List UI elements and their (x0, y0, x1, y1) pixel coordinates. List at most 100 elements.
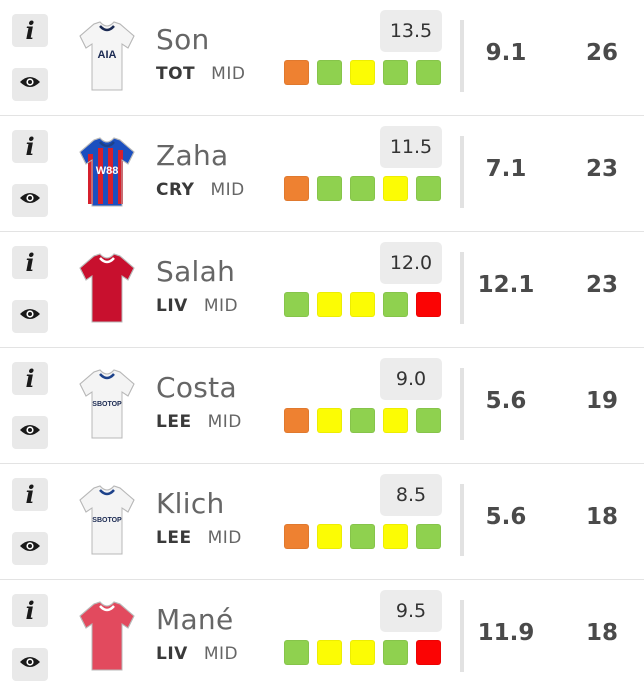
column-divider (460, 484, 464, 556)
fixture-difficulty-green (416, 60, 441, 85)
player-row: i Mané LIV MID 9.5 11.9 18 (0, 580, 644, 696)
team-shirt-image: W88 (78, 136, 136, 208)
player-stat-points: 5.6 (485, 504, 527, 530)
fixture-difficulty-strip (284, 60, 441, 85)
player-stat-count: 26 (585, 40, 618, 66)
fixture-difficulty-yellow (350, 60, 375, 85)
fixture-difficulty-orange (284, 408, 309, 433)
watch-player-button[interactable] (12, 648, 48, 681)
eye-icon (19, 191, 41, 210)
fixture-difficulty-green (284, 640, 309, 665)
info-icon: i (25, 479, 35, 509)
watch-player-button[interactable] (12, 68, 48, 101)
fixture-difficulty-strip (284, 408, 441, 433)
player-price-badge: 8.5 (380, 474, 442, 516)
player-stat-count: 19 (585, 388, 618, 414)
player-team: TOT (156, 64, 196, 84)
player-name[interactable]: Zaha (156, 139, 229, 172)
fixture-difficulty-yellow (383, 408, 408, 433)
player-team: LIV (156, 644, 188, 664)
svg-text:SBOTOP: SBOTOP (92, 517, 122, 524)
player-team: CRY (156, 180, 195, 200)
player-name[interactable]: Klich (156, 487, 225, 520)
fixture-difficulty-yellow (317, 408, 342, 433)
fixture-difficulty-green (317, 60, 342, 85)
player-info-button[interactable]: i (12, 130, 48, 163)
player-stat-points: 7.1 (485, 156, 527, 182)
column-divider (460, 368, 464, 440)
fixture-difficulty-yellow (317, 524, 342, 549)
fixture-difficulty-orange (284, 176, 309, 201)
player-info-button[interactable]: i (12, 362, 48, 395)
fixture-difficulty-green (416, 408, 441, 433)
player-stat-points: 11.9 (477, 620, 535, 646)
player-price-badge: 9.0 (380, 358, 442, 400)
player-stat-points: 9.1 (485, 40, 527, 66)
watch-player-button[interactable] (12, 300, 48, 333)
svg-text:AIA: AIA (98, 49, 117, 61)
watch-player-button[interactable] (12, 532, 48, 565)
player-info-button[interactable]: i (12, 14, 48, 47)
team-shirt-image: SBOTOP (78, 484, 136, 556)
player-price-badge: 13.5 (380, 10, 442, 52)
player-price-badge: 11.5 (380, 126, 442, 168)
fixture-difficulty-green (383, 60, 408, 85)
player-name[interactable]: Costa (156, 371, 237, 404)
fixture-difficulty-red (416, 640, 441, 665)
player-row: i SBOTOP Costa LEE MID 9.0 5.6 19 (0, 348, 644, 464)
eye-icon (19, 423, 41, 442)
fixture-difficulty-green (317, 176, 342, 201)
player-row: i W88 Zaha CRY MID 11.5 7.1 23 (0, 116, 644, 232)
eye-icon (19, 307, 41, 326)
svg-text:SBOTOP: SBOTOP (92, 401, 122, 408)
fixture-difficulty-yellow (317, 640, 342, 665)
fixture-difficulty-green (383, 292, 408, 317)
player-info-button[interactable]: i (12, 478, 48, 511)
watch-player-button[interactable] (12, 184, 48, 217)
team-shirt-image: SBOTOP (78, 368, 136, 440)
fixture-difficulty-green (350, 176, 375, 201)
fixture-difficulty-green (350, 524, 375, 549)
player-position: MID (210, 180, 245, 200)
player-stat-count: 18 (585, 620, 618, 646)
fixture-difficulty-green (350, 408, 375, 433)
fixture-difficulty-green (416, 176, 441, 201)
info-icon: i (25, 15, 35, 45)
fixture-difficulty-strip (284, 640, 441, 665)
info-icon: i (25, 595, 35, 625)
player-stat-count: 23 (585, 156, 618, 182)
fixture-difficulty-green (284, 292, 309, 317)
eye-icon (19, 539, 41, 558)
player-stat-points: 12.1 (477, 272, 535, 298)
info-icon: i (25, 247, 35, 277)
player-team: LEE (156, 528, 192, 548)
fixture-difficulty-orange (284, 60, 309, 85)
column-divider (460, 600, 464, 672)
fixture-difficulty-green (416, 524, 441, 549)
fixture-difficulty-red (416, 292, 441, 317)
player-stat-count: 23 (585, 272, 618, 298)
player-stat-points: 5.6 (485, 388, 527, 414)
fixture-difficulty-green (383, 640, 408, 665)
eye-icon (19, 75, 41, 94)
watch-player-button[interactable] (12, 416, 48, 449)
column-divider (460, 252, 464, 324)
player-name[interactable]: Salah (156, 255, 236, 288)
player-info-button[interactable]: i (12, 594, 48, 627)
info-icon: i (25, 363, 35, 393)
team-shirt-image: AIA (78, 20, 136, 92)
player-row: i SBOTOP Klich LEE MID 8.5 5.6 18 (0, 464, 644, 580)
fixture-difficulty-yellow (383, 176, 408, 201)
player-info-button[interactable]: i (12, 246, 48, 279)
player-row: i Salah LIV MID 12.0 12.1 23 (0, 232, 644, 348)
player-name[interactable]: Mané (156, 603, 234, 636)
player-price-badge: 9.5 (380, 590, 442, 632)
player-price-badge: 12.0 (380, 242, 442, 284)
team-shirt-image (78, 252, 136, 324)
player-row: i AIA Son TOT MID 13.5 9.1 26 (0, 0, 644, 116)
fixture-difficulty-orange (284, 524, 309, 549)
team-shirt-image (78, 600, 136, 672)
fixture-difficulty-yellow (350, 640, 375, 665)
player-name[interactable]: Son (156, 23, 210, 56)
